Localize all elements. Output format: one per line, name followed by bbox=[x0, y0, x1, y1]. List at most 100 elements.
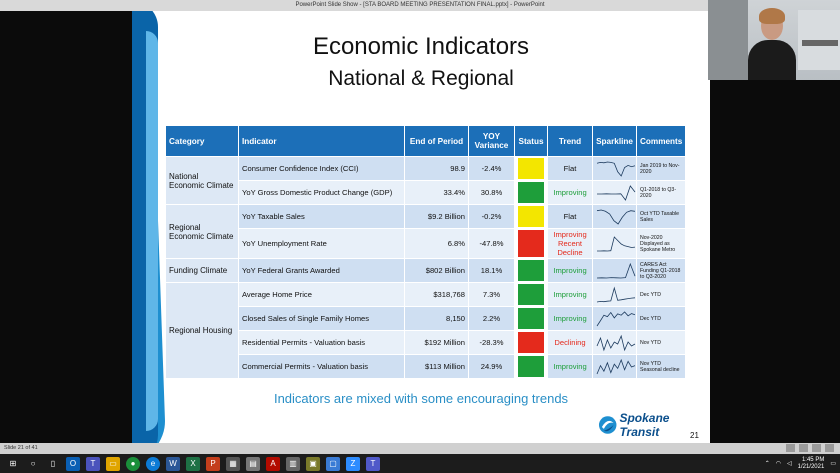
comment-cell: Oct YTD Taxable Sales bbox=[636, 204, 686, 229]
sparkline-chart bbox=[596, 310, 636, 326]
header-trend: Trend bbox=[547, 125, 593, 157]
table-header-row: Category Indicator End of Period YOY Var… bbox=[165, 125, 686, 157]
end-of-period-cell: $113 Million bbox=[404, 354, 469, 379]
logo-text: Spokane Transit bbox=[619, 411, 670, 439]
trend-cell: Improving bbox=[547, 282, 593, 307]
acrobat-icon[interactable]: A bbox=[266, 456, 280, 471]
slideshow-view-icon[interactable] bbox=[825, 444, 834, 452]
indicators-table: Category Indicator End of Period YOY Var… bbox=[165, 125, 686, 379]
app-icon[interactable]: ▣ bbox=[306, 456, 320, 471]
clock-time: 1:45 PM bbox=[801, 456, 825, 463]
trend-text: Improving bbox=[553, 362, 587, 371]
trend-cell: Flat bbox=[547, 156, 593, 181]
volume-icon[interactable]: ◁ bbox=[787, 461, 792, 467]
table-row: YoY Gross Domestic Product Change (GDP) 3… bbox=[166, 180, 686, 205]
reading-view-icon[interactable] bbox=[812, 444, 821, 452]
sparkline-cell bbox=[592, 330, 637, 355]
table-row: Regional Economic Climate YoY Taxable Sal… bbox=[165, 204, 686, 259]
word-icon[interactable]: W bbox=[166, 456, 180, 471]
comment-cell: Nov YTD bbox=[636, 330, 686, 355]
status-indicator bbox=[518, 284, 544, 305]
spokane-transit-logo: Spokane Transit bbox=[598, 411, 710, 439]
sparkline-chart bbox=[596, 209, 636, 225]
end-of-period-cell: $9.2 Billion bbox=[404, 204, 469, 229]
clock-date: 1/21/2021 bbox=[797, 463, 825, 470]
status-indicator bbox=[518, 356, 544, 377]
trend-text: Flat bbox=[563, 164, 577, 173]
end-of-period-cell: $192 Million bbox=[404, 330, 469, 355]
app-icon[interactable]: ▥ bbox=[286, 456, 300, 471]
status-cell bbox=[514, 156, 548, 181]
indicator-cell: Consumer Confidence Index (CCI) bbox=[238, 156, 405, 181]
header-end-of-period: End of Period bbox=[404, 125, 469, 157]
task-view-icon[interactable]: ▯ bbox=[50, 459, 56, 468]
sparkline-cell bbox=[592, 156, 637, 181]
trend-text: Improving bbox=[553, 290, 587, 299]
notification-icon[interactable]: ▭ bbox=[830, 461, 836, 467]
app-icon[interactable]: ▦ bbox=[226, 456, 240, 471]
status-indicator bbox=[518, 230, 544, 257]
chrome-icon[interactable]: ● bbox=[126, 456, 140, 471]
chevron-up-icon[interactable]: ⌃ bbox=[764, 461, 770, 467]
view-controls bbox=[786, 444, 834, 452]
app-icon[interactable]: ▤ bbox=[246, 456, 260, 471]
slide-sorter-icon[interactable] bbox=[799, 444, 808, 452]
category-cell: National Economic Climate bbox=[165, 156, 239, 205]
trend-cell: Improving bbox=[547, 354, 593, 379]
normal-view-icon[interactable] bbox=[786, 444, 795, 452]
clock[interactable]: 1:45 PM 1/21/2021 bbox=[798, 457, 825, 471]
header-yoy-variance: YOY Variance bbox=[468, 125, 515, 157]
yoy-variance-cell: 30.8% bbox=[468, 180, 515, 205]
powerpoint-icon[interactable]: P bbox=[206, 456, 220, 471]
sparkline-chart bbox=[597, 184, 636, 201]
trend-text: Declining bbox=[554, 338, 586, 347]
window-title: PowerPoint Slide Show - [STA BOARD MEETI… bbox=[295, 2, 545, 8]
table-row: Closed Sales of Single Family Homes 8,150… bbox=[166, 306, 686, 331]
end-of-period-cell: $802 Billion bbox=[404, 258, 469, 283]
table-row: National Economic Climate Consumer Confid… bbox=[165, 156, 686, 205]
search-icon[interactable]: ○ bbox=[30, 459, 36, 468]
category-cell: Regional Economic Climate bbox=[165, 204, 239, 259]
end-of-period-cell: $318,768 bbox=[404, 282, 469, 307]
slide-page-number: 21 bbox=[690, 431, 699, 440]
file-explorer-icon[interactable]: ▭ bbox=[106, 456, 120, 471]
status-cell bbox=[514, 306, 548, 331]
excel-icon[interactable]: X bbox=[186, 456, 200, 471]
sparkline-line bbox=[596, 285, 636, 302]
sparkline-line bbox=[596, 161, 636, 177]
trend-cell: Declining bbox=[547, 330, 593, 355]
app-icon[interactable]: ▢ bbox=[326, 456, 340, 471]
table-row: Commercial Permits - Valuation basis $113… bbox=[166, 354, 686, 379]
yoy-variance-cell: 2.2% bbox=[468, 306, 515, 331]
start-icon[interactable]: ⊞ bbox=[9, 459, 17, 468]
sparkline-line bbox=[597, 235, 636, 251]
yoy-variance-cell: 24.9% bbox=[468, 354, 515, 379]
webcam-video bbox=[708, 0, 840, 80]
table-row: Regional Housing Average Home Price $318,7… bbox=[165, 282, 686, 379]
logo-swirl-icon bbox=[598, 416, 617, 434]
header-category: Category bbox=[165, 125, 239, 157]
trend-cell: Improving Recent Decline bbox=[547, 228, 593, 259]
wifi-icon[interactable]: ◠ bbox=[775, 461, 781, 467]
status-cell bbox=[514, 258, 548, 283]
status-indicator bbox=[518, 182, 544, 203]
blue-swoosh-decoration bbox=[146, 31, 158, 431]
status-cell bbox=[514, 204, 548, 229]
teams-icon[interactable]: T bbox=[366, 456, 380, 471]
slide-counter: Slide 21 of 41 bbox=[4, 445, 38, 451]
webcam-background bbox=[708, 0, 748, 80]
webcam-background bbox=[802, 40, 838, 46]
comment-cell: Dec YTD bbox=[636, 282, 686, 307]
trend-text: Improving bbox=[553, 188, 587, 197]
sparkline-line bbox=[596, 334, 636, 351]
status-cell bbox=[514, 354, 548, 379]
teams-icon[interactable]: T bbox=[86, 456, 100, 471]
trend-text: Improving bbox=[553, 314, 587, 323]
end-of-period-cell: 8,150 bbox=[404, 306, 469, 331]
zoom-icon[interactable]: Z bbox=[346, 456, 360, 471]
system-tray: ⌃ ◠ ◁ 1:45 PM 1/21/2021 ▭ bbox=[765, 454, 836, 473]
slide[interactable]: Economic Indicators National & Regional … bbox=[132, 11, 710, 443]
edge-icon[interactable]: e bbox=[146, 456, 160, 471]
outlook-icon[interactable]: O bbox=[66, 456, 80, 471]
